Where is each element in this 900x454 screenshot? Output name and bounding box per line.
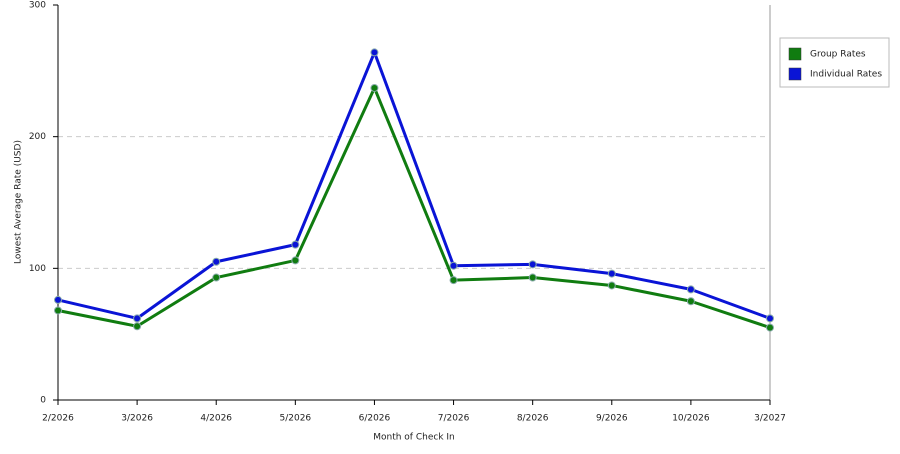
x-tick-label: 6/2026 xyxy=(359,414,391,424)
data-point xyxy=(54,295,62,304)
x-tick-label: 7/2026 xyxy=(438,414,470,424)
x-tick-label: 3/2027 xyxy=(754,414,786,424)
y-tick-label: 300 xyxy=(29,1,46,11)
data-point xyxy=(449,261,458,270)
y-tick-label: 200 xyxy=(29,132,46,142)
y-tick-label: 100 xyxy=(29,264,46,274)
data-point xyxy=(291,256,300,265)
data-point xyxy=(370,83,379,92)
legend-swatch xyxy=(788,47,802,61)
legend-label: Group Rates xyxy=(810,50,866,60)
data-point xyxy=(133,314,142,323)
y-axis-label: Lowest Average Rate (USD) xyxy=(14,140,24,264)
y-tick-label: 0 xyxy=(40,396,46,406)
series-line xyxy=(57,50,771,320)
data-point xyxy=(607,281,616,290)
data-point xyxy=(686,297,695,306)
data-point xyxy=(212,257,221,266)
x-tick-label: 4/2026 xyxy=(200,414,232,424)
data-point xyxy=(686,285,695,294)
data-point xyxy=(766,314,774,323)
legend-label: Individual Rates xyxy=(810,70,882,80)
x-tick-label: 2/2026 xyxy=(42,414,74,424)
series-line xyxy=(57,86,771,330)
x-tick-label: 10/2026 xyxy=(672,414,710,424)
data-point xyxy=(449,276,458,285)
x-axis-label: Month of Check In xyxy=(373,433,455,443)
data-point xyxy=(291,240,300,249)
legend-swatch xyxy=(788,67,802,81)
x-tick-label: 5/2026 xyxy=(279,414,311,424)
data-point xyxy=(528,273,537,282)
data-point xyxy=(54,306,62,315)
data-point xyxy=(133,322,142,331)
data-point xyxy=(212,273,221,282)
data-point xyxy=(528,260,537,269)
data-point xyxy=(766,323,774,332)
data-point xyxy=(607,269,616,278)
x-tick-label: 9/2026 xyxy=(596,414,628,424)
x-tick-label: 8/2026 xyxy=(517,414,549,424)
x-tick-label: 3/2026 xyxy=(121,414,153,424)
data-point xyxy=(370,48,379,57)
